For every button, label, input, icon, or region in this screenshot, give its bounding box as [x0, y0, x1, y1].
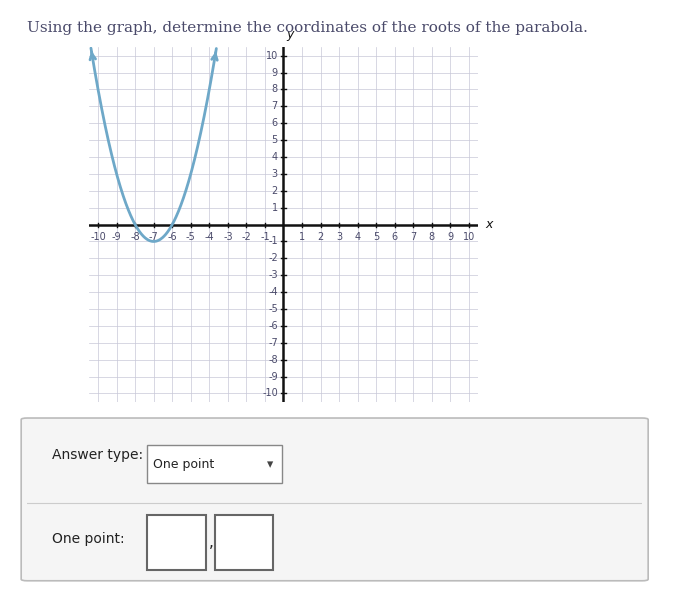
Text: 2: 2 — [272, 186, 278, 196]
Text: -3: -3 — [268, 270, 278, 280]
Text: y: y — [286, 28, 294, 41]
Text: 7: 7 — [410, 232, 417, 242]
Text: -6: -6 — [268, 321, 278, 331]
FancyBboxPatch shape — [148, 515, 206, 570]
Text: 3: 3 — [336, 232, 342, 242]
Text: -2: -2 — [242, 232, 251, 242]
Text: 6: 6 — [391, 232, 398, 242]
Text: ▾: ▾ — [267, 458, 273, 471]
Text: 8: 8 — [429, 232, 435, 242]
Text: -2: -2 — [268, 254, 278, 264]
Text: 7: 7 — [272, 102, 278, 111]
Text: 9: 9 — [447, 232, 454, 242]
Text: -1: -1 — [260, 232, 270, 242]
Text: 2: 2 — [318, 232, 324, 242]
Text: x: x — [486, 218, 493, 231]
Text: Using the graph, determine the coordinates of the roots of the parabola.: Using the graph, determine the coordinat… — [27, 21, 588, 35]
Text: -10: -10 — [90, 232, 106, 242]
Text: 4: 4 — [354, 232, 361, 242]
Text: 3: 3 — [272, 169, 278, 179]
Text: -8: -8 — [268, 355, 278, 365]
Text: 9: 9 — [272, 67, 278, 77]
Text: -8: -8 — [130, 232, 140, 242]
FancyBboxPatch shape — [214, 515, 273, 570]
Text: -3: -3 — [223, 232, 233, 242]
Text: 10: 10 — [266, 51, 278, 61]
Text: 6: 6 — [272, 118, 278, 128]
Text: Answer type:: Answer type: — [52, 448, 143, 462]
Text: -4: -4 — [204, 232, 214, 242]
Text: -6: -6 — [167, 232, 177, 242]
Text: 5: 5 — [373, 232, 379, 242]
Text: -5: -5 — [268, 304, 278, 314]
Text: -7: -7 — [268, 338, 278, 348]
Text: ,: , — [209, 535, 214, 550]
Text: One point: One point — [154, 458, 214, 471]
FancyBboxPatch shape — [148, 445, 283, 483]
Text: -9: -9 — [112, 232, 122, 242]
Text: -5: -5 — [186, 232, 195, 242]
Text: 1: 1 — [272, 203, 278, 213]
Text: 5: 5 — [272, 135, 278, 145]
Text: -10: -10 — [262, 388, 278, 398]
Text: One point:: One point: — [52, 532, 124, 546]
Text: -9: -9 — [268, 372, 278, 382]
FancyBboxPatch shape — [21, 418, 648, 581]
Text: 4: 4 — [272, 152, 278, 162]
Text: -1: -1 — [268, 236, 278, 246]
Text: 10: 10 — [462, 232, 475, 242]
Text: -4: -4 — [268, 287, 278, 297]
Text: 8: 8 — [272, 85, 278, 95]
Text: 1: 1 — [299, 232, 305, 242]
Text: -7: -7 — [149, 232, 158, 242]
